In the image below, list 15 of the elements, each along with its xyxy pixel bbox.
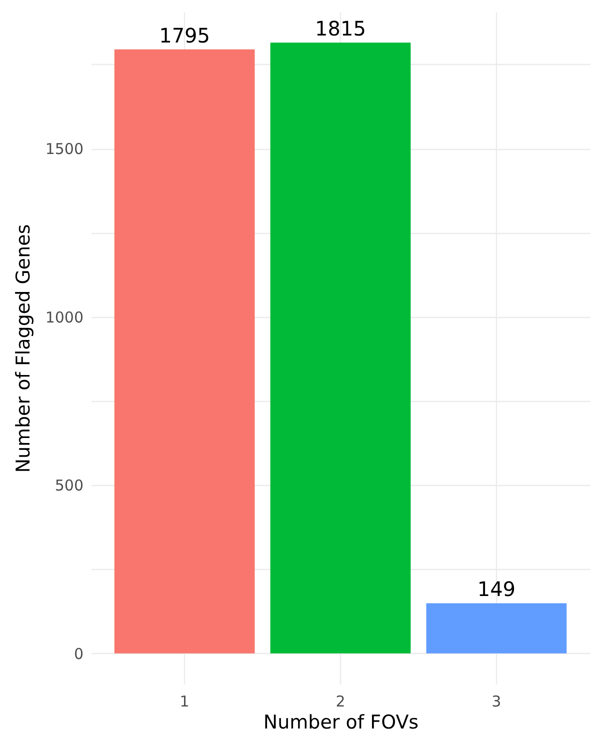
y-tick-label: 0 [74, 644, 84, 663]
data-label: 1795 [159, 23, 210, 48]
data-label: 149 [477, 577, 516, 602]
x-axis-title: Number of FOVs [263, 712, 419, 734]
y-tick-label: 1000 [45, 308, 84, 326]
y-tick-label: 1500 [45, 140, 84, 158]
y-tick-label: 500 [54, 476, 84, 495]
y-axis-title: Number of Flagged Genes [12, 224, 34, 473]
bar [426, 603, 567, 654]
x-tick-label: 2 [336, 692, 346, 710]
data-label: 1815 [315, 16, 366, 41]
bar [270, 42, 411, 654]
x-tick-label: 3 [492, 692, 502, 710]
x-tick-label: 1 [180, 692, 190, 710]
bar [114, 49, 255, 654]
